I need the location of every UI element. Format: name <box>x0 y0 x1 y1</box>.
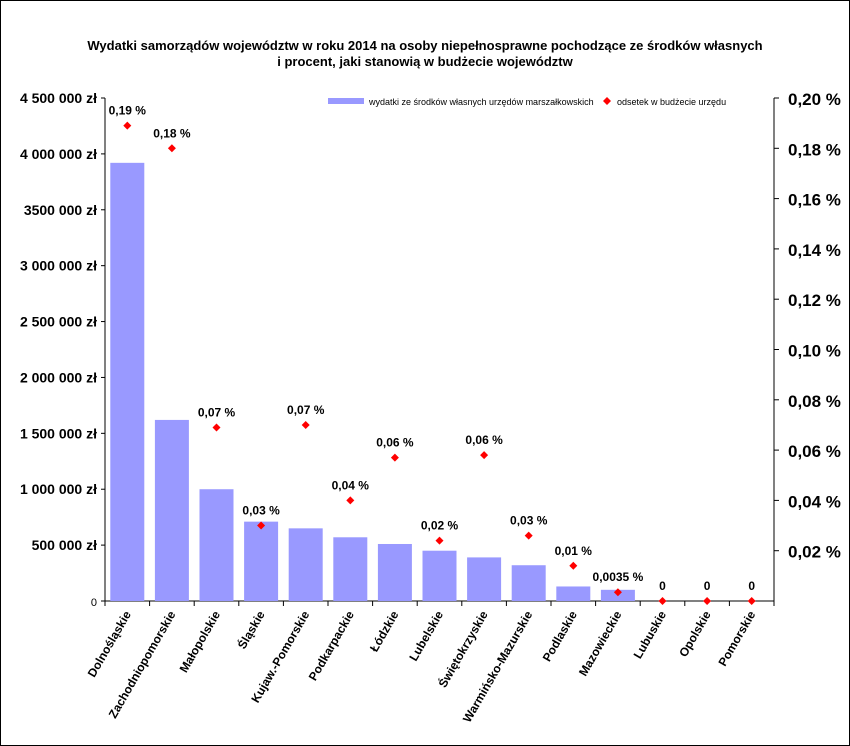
left-axis-tick-label: 0 <box>91 597 97 609</box>
bar <box>199 489 234 601</box>
percent-marker <box>480 451 489 460</box>
left-axis-tick-label: 2 500 000 zł <box>20 314 97 330</box>
percent-data-label: 0,06 % <box>376 436 414 450</box>
category-label: Lubuskie <box>631 608 670 661</box>
percent-marker <box>123 121 132 130</box>
percent-data-label: 0,02 % <box>421 519 459 533</box>
right-axis-tick-label: 0,18 % <box>788 140 841 159</box>
percent-marker <box>613 588 622 597</box>
percent-data-label: 0,01 % <box>555 544 593 558</box>
bar <box>511 565 546 601</box>
category-label: Małopolskie <box>177 608 224 675</box>
legend-bar-swatch <box>328 98 364 104</box>
right-axis-tick-label: 0,02 % <box>788 543 841 562</box>
right-axis-tick-label: 0,16 % <box>788 191 841 210</box>
percent-data-label: 0,04 % <box>332 478 370 492</box>
left-axis-tick-label: 4 500 000 zł <box>20 90 97 106</box>
right-axis-tick-label: 0,04 % <box>788 492 841 511</box>
chart-title: Wydatki samorządów województw w roku 201… <box>0 38 850 70</box>
percent-data-label: 0 <box>704 579 711 593</box>
left-axis-tick-label: 3500 000 zł <box>24 202 97 218</box>
legend-marker-label: odsetek w budżecie urzędu <box>617 97 726 107</box>
chart-title-line-2: i procent, jaki stanowią w budżecie woje… <box>277 54 573 69</box>
right-axis-tick-label: 0,14 % <box>788 241 841 260</box>
right-axis-tick-label: 0,10 % <box>788 342 841 361</box>
bar <box>422 550 457 601</box>
category-label: Mazowieckie <box>576 608 625 678</box>
category-label: Pomorskie <box>715 608 758 668</box>
percent-marker <box>703 597 712 605</box>
right-axis-tick-label: 0,12 % <box>788 291 841 310</box>
left-axis-tick-label: 4 000 000 zł <box>20 146 97 162</box>
percent-marker <box>658 597 667 605</box>
bar <box>244 521 279 601</box>
right-axis-tick-label: 0,20 % <box>788 90 841 109</box>
bar <box>556 586 591 601</box>
percent-marker <box>569 561 578 570</box>
bar <box>110 162 145 601</box>
right-axis-tick-label: 0,08 % <box>788 392 841 411</box>
bar <box>377 543 412 601</box>
category-label: Dolnośląskie <box>85 608 134 679</box>
category-label: Podlaskie <box>540 608 580 664</box>
left-axis-tick-label: 2 000 000 zł <box>20 369 97 385</box>
percent-data-label: 0,18 % <box>153 126 191 140</box>
category-label: Łódzkie <box>367 608 402 654</box>
percent-marker <box>390 453 399 462</box>
left-axis-tick-label: 500 000 zł <box>32 537 97 553</box>
percent-marker <box>212 423 221 432</box>
percent-data-label: 0,03 % <box>242 504 280 518</box>
percent-data-label: 0 <box>748 579 755 593</box>
percent-data-label: 0,0035 % <box>593 570 644 584</box>
percent-marker <box>257 521 266 530</box>
percent-data-label: 0,19 % <box>109 104 147 118</box>
chart-title-line-1: Wydatki samorządów województw w roku 201… <box>87 38 763 53</box>
percent-marker <box>346 496 355 505</box>
percent-marker <box>524 531 533 540</box>
legend: wydatki ze środków własnych urzędów mars… <box>328 97 726 107</box>
legend-bar-label: wydatki ze środków własnych urzędów mars… <box>368 97 594 107</box>
percent-marker <box>747 597 756 605</box>
bar <box>333 537 368 601</box>
left-axis-tick-label: 3 000 000 zł <box>20 258 97 274</box>
legend-marker-swatch <box>603 97 611 105</box>
bar <box>288 528 323 601</box>
percent-marker <box>435 536 444 545</box>
percent-marker <box>167 144 176 153</box>
category-label: Lubelskie <box>406 608 446 663</box>
percent-data-label: 0,07 % <box>287 403 325 417</box>
bar <box>154 419 189 601</box>
left-axis-tick-label: 1 500 000 zł <box>20 425 97 441</box>
percent-data-label: 0,06 % <box>465 433 503 447</box>
bar <box>467 557 502 601</box>
category-label: Opolskie <box>676 608 714 659</box>
left-axis-tick-label: 1 000 000 zł <box>20 481 97 497</box>
category-label: Podkarpackie <box>306 608 357 683</box>
right-axis-tick-label: 0,06 % <box>788 442 841 461</box>
category-label: Śląskie <box>234 608 268 652</box>
percent-data-label: 0 <box>659 579 666 593</box>
percent-data-label: 0,03 % <box>510 514 548 528</box>
percent-marker <box>301 420 310 429</box>
percent-data-label: 0,07 % <box>198 405 236 419</box>
